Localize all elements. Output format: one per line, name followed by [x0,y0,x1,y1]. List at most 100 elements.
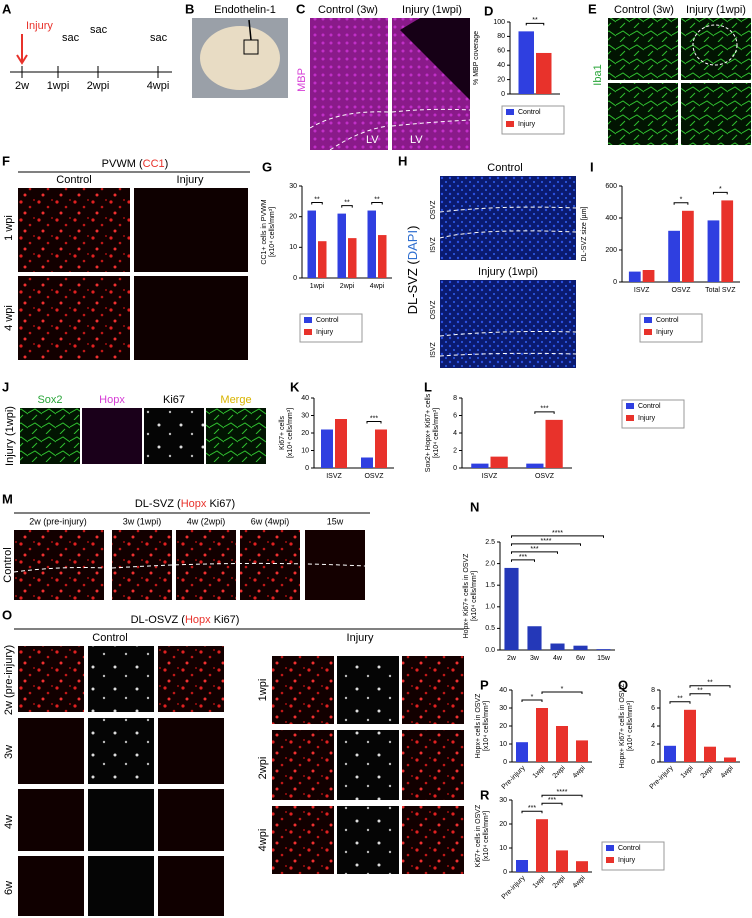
x-tick-label: 4wpi [572,874,587,889]
zone-label: OSVZ [430,200,437,220]
micrograph [440,176,576,260]
panel-e: E Control (3w) Injury (1wpi) Iba1 [588,1,751,145]
legend-swatch [506,121,514,127]
region-label: LV [366,134,379,146]
significance-label: *** [548,797,556,804]
y-tick-label: 10 [301,447,309,454]
bar [516,742,528,762]
x-tick-label: 4wpi [720,764,735,779]
legend-frame [501,105,565,135]
legend: Control Injury [299,313,363,343]
x-tick-label: 6w [576,655,586,662]
y-tick-label: 30 [499,705,507,712]
y-axis-label: CC1+ cells in PVWM [261,199,268,264]
timepoint: 1wpi [47,80,70,92]
micrograph [608,83,678,145]
significance-label: **** [541,538,552,545]
legend-label: Control [316,317,339,324]
y-tick-label: 30 [289,183,297,190]
legend-frame [621,399,685,429]
y-tick-label: 40 [499,687,507,694]
significance-bracket [534,411,555,414]
column-header: Injury (1wpi) [402,4,462,16]
chart: I DL-SVZ size [µm] 0 200 400 600 ISVZ OSVZ Total… [581,159,740,343]
y-tick-label: 30 [499,797,507,804]
bar [504,567,519,650]
panel-label: N [470,499,479,514]
title-part: Ki67 [206,498,231,510]
boundary [439,206,577,357]
section-label: Injury (1wpi) [478,266,538,278]
micrograph [158,646,224,712]
bar [335,419,347,468]
y-tick-label: 30 [301,412,309,419]
y-tick-label: 40 [301,395,309,402]
legend-label: Control [638,403,661,410]
bar [378,235,387,278]
bar [471,463,489,468]
x-tick-label: 1wpi [532,764,547,779]
significance-label: *** [519,554,527,561]
x-tick-label: 1wpi [310,283,325,290]
column-header: 6w (4wpi) [251,516,290,526]
bar [536,819,548,872]
title-part: DL-SVZ ( [405,260,420,315]
panel-c: C Control (3w) Injury (1wpi) MBP LV LV [296,1,471,151]
significance-bracket [341,205,353,208]
title-part: Hopx [181,498,207,510]
micrograph [337,806,399,874]
panel-label: E [588,1,597,16]
y-axis-label: [x10⁴ cells/mm³] [269,207,276,257]
significance-label: ** [707,680,713,687]
legend-label: Injury [316,329,334,336]
significance-bracket [541,794,583,798]
legend-swatch [606,857,614,863]
micrograph [402,806,464,874]
micrograph [206,408,266,464]
zone-label: ISVZ [430,236,437,252]
y-tick-label: 80 [497,33,505,40]
legend-frame [639,313,703,343]
group-header: Control [92,632,127,644]
significance-bracket [511,535,604,538]
significance-bracket [712,191,728,195]
x-tick-label: Pre-injury [501,874,527,900]
significance-bracket [521,810,543,814]
y-tick-label: 0 [651,759,655,766]
y-tick-label: 0 [501,91,505,98]
boundary [309,108,471,129]
legend-swatch [644,329,652,335]
micrograph [88,718,154,784]
micrograph [158,856,224,916]
y-tick-label: 0 [503,759,507,766]
x-tick-label: 1wpi [680,764,695,779]
bar [337,213,346,278]
legend-swatch [304,329,312,335]
bar [518,31,534,94]
y-tick-label: 10 [499,741,507,748]
panel-label: M [2,491,13,506]
significance-bracket [511,559,535,562]
micrograph [681,18,751,80]
bar [361,457,373,468]
bar [556,726,568,762]
panel-label: B [185,1,194,16]
y-tick-label: 20 [499,821,507,828]
legend: Control Injury [621,399,685,429]
panel-title: PVWM (CC1) [102,158,169,170]
x-tick-label: ISVZ [326,473,342,480]
lesion-outline [692,24,738,66]
x-tick-label: 3w [530,655,540,662]
significance-label: *** [370,415,378,422]
legend-frame [299,313,363,343]
bar [545,419,563,468]
significance-label: **** [552,530,563,537]
title-part: Ki67 [211,614,236,626]
title-part: Hopx [185,614,211,626]
micrograph [158,789,224,851]
y-axis-label: [x10⁴ cells/mm³] [483,701,490,751]
panel-label: D [484,3,493,18]
micrograph [18,718,84,784]
micrograph [337,730,399,800]
